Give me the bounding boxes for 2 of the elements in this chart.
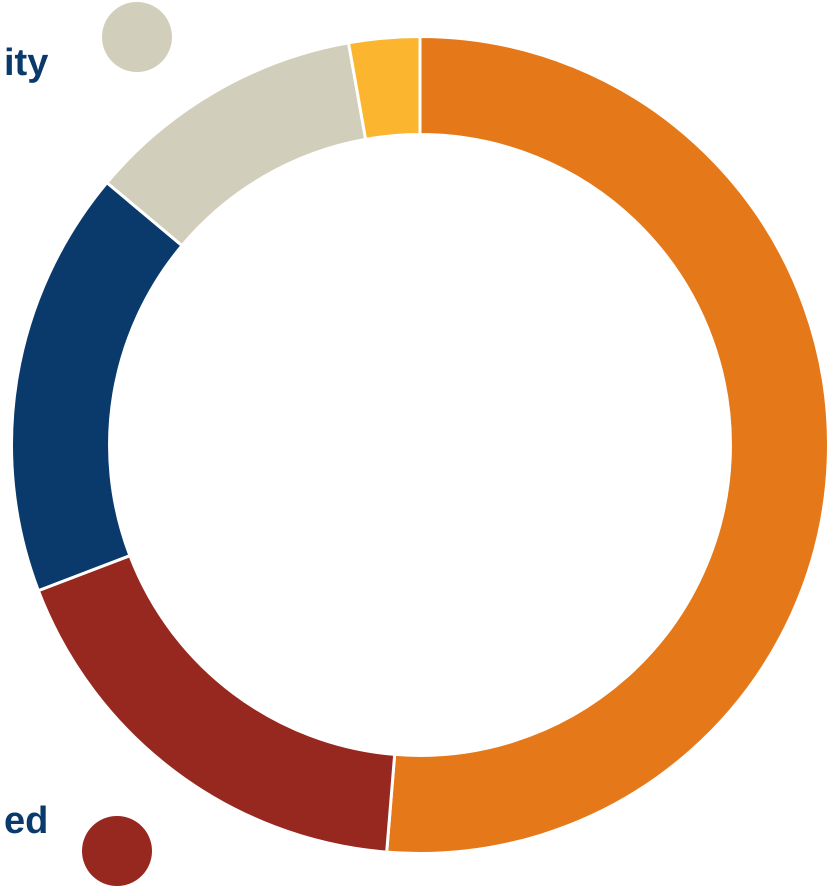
slice-label: ed: [4, 800, 48, 843]
legend-label: ity: [4, 42, 48, 85]
